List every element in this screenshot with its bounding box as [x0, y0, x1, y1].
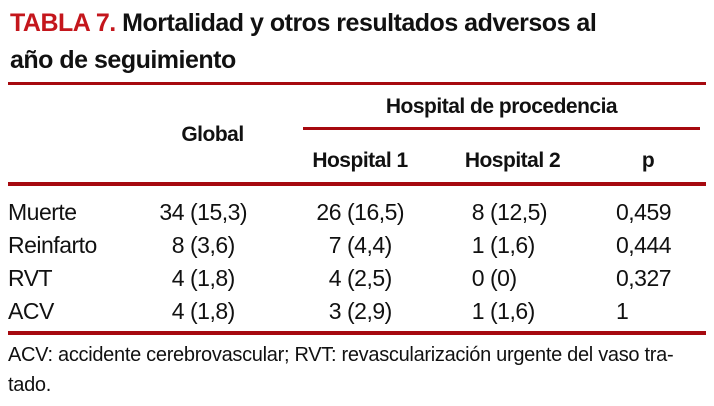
row-label: Reinfarto — [8, 232, 97, 258]
column-header-hospital-1: Hospital 1 — [312, 149, 408, 172]
cell-count: 34 — [159, 199, 184, 225]
cell-percent: (2,5) — [347, 265, 392, 291]
cell-count: 4 — [328, 265, 342, 291]
footnote-line-2: tado. — [8, 374, 51, 396]
cell-percent: (1,6) — [490, 298, 535, 324]
cell-count: 1 — [471, 232, 485, 258]
table-footnote: ACV: accidente cerebrovascular; RVT: rev… — [8, 340, 714, 400]
table-row-rvt: RVT 4 (1,8) 4 (2,5) 0 (0) 0,327 — [8, 262, 706, 295]
cell-hospital-2: 8 (12,5) — [435, 196, 590, 229]
row-label: ACV — [8, 298, 54, 324]
cell-global: 34 (15,3) — [140, 196, 285, 229]
table-row-muerte: Muerte 34 (15,3) 26 (16,5) 8 (12,5) 0,459 — [8, 196, 706, 229]
cell-hospital-2: 1 (1,6) — [435, 295, 590, 328]
cell-percent: (3,6) — [190, 232, 235, 258]
table-body: Muerte 34 (15,3) 26 (16,5) 8 (12,5) 0,459 R… — [8, 196, 706, 328]
title-line-1: TABLA 7. Mortalidad y otros resultados a… — [10, 5, 706, 42]
cell-percent: (16,5) — [347, 199, 405, 225]
cell-count: 0 — [471, 265, 485, 291]
cell-percent: (4,4) — [347, 232, 392, 258]
cell-percent: (1,8) — [190, 298, 235, 324]
cell-p-value: 1 — [616, 298, 629, 324]
title-line-2: año de seguimiento — [10, 46, 236, 74]
column-header-hospital-2: Hospital 2 — [464, 149, 561, 172]
cell-hospital-1: 26 (16,5) — [285, 196, 435, 229]
rule-below-title — [8, 82, 706, 85]
cell-percent: (12,5) — [490, 199, 548, 225]
page-title: TABLA 7. Mortalidad y otros resultados a… — [10, 5, 706, 79]
rule-below-column-headers — [8, 182, 706, 186]
cell-hospital-2: 1 (1,6) — [435, 229, 590, 262]
row-label: RVT — [8, 265, 53, 291]
rule-below-table-body — [8, 331, 706, 335]
cell-hospital-1: 3 (2,9) — [285, 295, 435, 328]
cell-count: 7 — [328, 232, 342, 258]
column-header-global: Global — [181, 123, 244, 146]
cell-p-value: 0,444 — [616, 232, 672, 258]
cell-percent: (1,6) — [490, 232, 535, 258]
cell-hospital-1: 4 (2,5) — [285, 262, 435, 295]
cell-count: 4 — [171, 298, 185, 324]
table-row-acv: ACV 4 (1,8) 3 (2,9) 1 (1,6) 1 — [8, 295, 706, 328]
cell-global: 8 (3,6) — [140, 229, 285, 262]
cell-global: 4 (1,8) — [140, 295, 285, 328]
row-label: Muerte — [8, 199, 77, 225]
title-text-1: Mortalidad y otros resultados adversos a… — [122, 9, 597, 37]
cell-count: 3 — [328, 298, 342, 324]
cell-p-value: 0,459 — [616, 199, 672, 225]
cell-percent: (2,9) — [347, 298, 392, 324]
group-header-hospital-de-procedencia: Hospital de procedencia — [385, 95, 618, 118]
cell-hospital-1: 7 (4,4) — [285, 229, 435, 262]
rule-below-group-header — [303, 127, 700, 130]
cell-percent: (0) — [490, 265, 517, 291]
cell-count: 4 — [171, 265, 185, 291]
column-header-p-value: p — [641, 149, 655, 172]
cell-count: 26 — [316, 199, 341, 225]
cell-hospital-2: 0 (0) — [435, 262, 590, 295]
cell-global: 4 (1,8) — [140, 262, 285, 295]
table-number-label: TABLA 7. — [10, 9, 116, 37]
cell-percent: (15,3) — [190, 199, 248, 225]
cell-p-value: 0,327 — [616, 265, 672, 291]
footnote-line-1: ACV: accidente cerebrovascular; RVT: rev… — [8, 344, 674, 366]
cell-percent: (1,8) — [190, 265, 235, 291]
cell-count: 8 — [471, 199, 485, 225]
table-row-reinfarto: Reinfarto 8 (3,6) 7 (4,4) 1 (1,6) 0,444 — [8, 229, 706, 262]
cell-count: 8 — [171, 232, 185, 258]
cell-count: 1 — [471, 298, 485, 324]
